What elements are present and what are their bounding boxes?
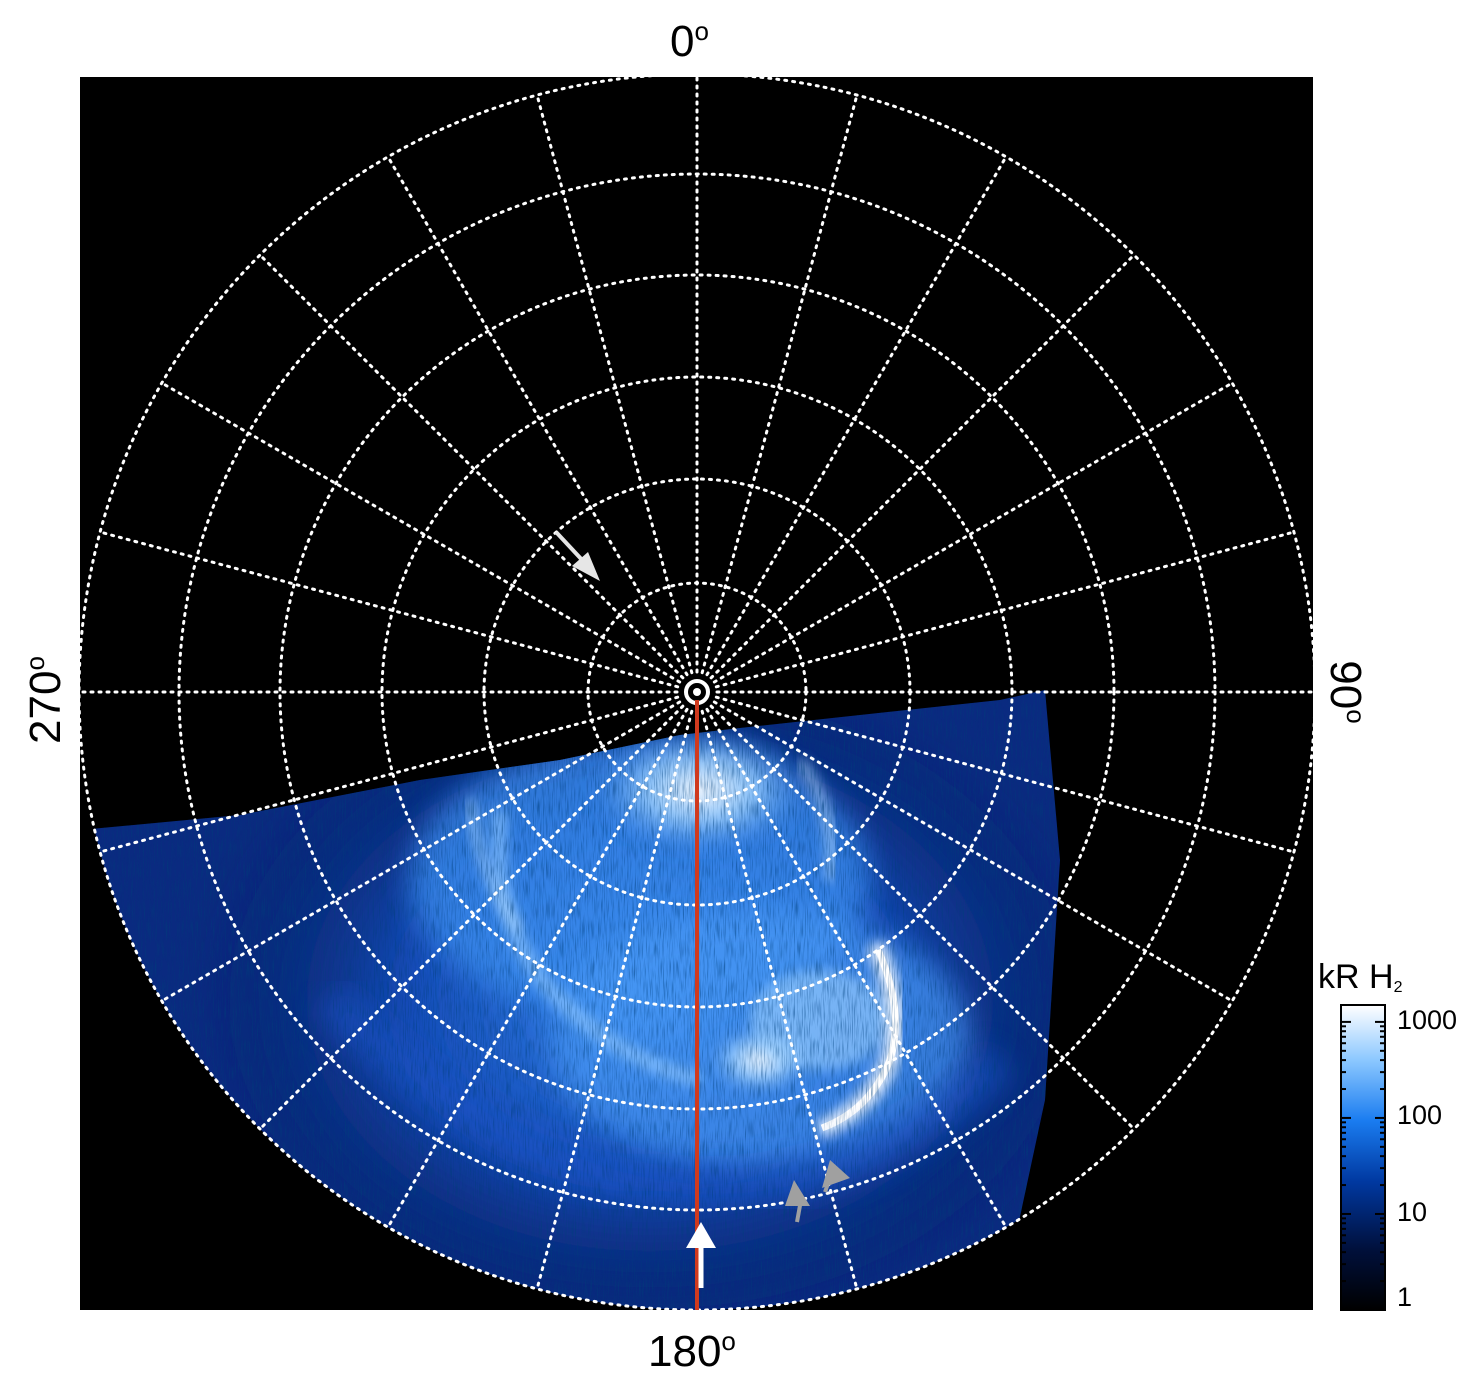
grid-spoke [98,695,680,854]
grid-spoke [160,381,682,684]
white-arrow-bottom-icon [686,1222,716,1288]
grid-spoke [258,704,685,1131]
grid-spoke [709,253,1136,680]
gray-arrow-left-icon [785,1180,810,1223]
colorbar-gradient [1340,1004,1386,1311]
grid-spoke [712,700,1234,1003]
grid-spoke [160,700,682,1003]
grid-spoke [712,381,1234,684]
grid-spoke [258,253,685,680]
grid-spoke [700,93,859,675]
colorbar [1340,1004,1386,1311]
colorbar-title: kR H2 [1318,958,1403,996]
colorbar-tick-label: 1 [1397,1282,1413,1312]
white-arrow-upper-icon [554,530,600,581]
direction-label-0: 0o [670,16,709,66]
grid-spoke [700,709,859,1291]
grid-spoke [714,530,1296,689]
grid-spoke [535,709,694,1291]
grid-spoke [535,93,694,675]
grid-spoke [705,707,1008,1229]
polar-grid [77,72,1317,1312]
grid-spoke [709,704,1136,1131]
direction-label-180: 180o [648,1326,736,1376]
grid-spoke [386,707,689,1229]
colorbar-tick-label: 100 [1397,1100,1443,1130]
direction-label-90: 90o [1321,660,1371,724]
colorbar-tick-label: 10 [1397,1197,1428,1227]
colorbar-tick-label: 1000 [1397,1005,1458,1035]
grid-spoke [98,530,680,689]
gray-arrow-right-icon [822,1160,850,1193]
grid-spoke [386,155,689,677]
grid-spoke [705,155,1008,677]
direction-label-270: 270o [20,656,70,744]
grid-spoke [714,695,1296,854]
